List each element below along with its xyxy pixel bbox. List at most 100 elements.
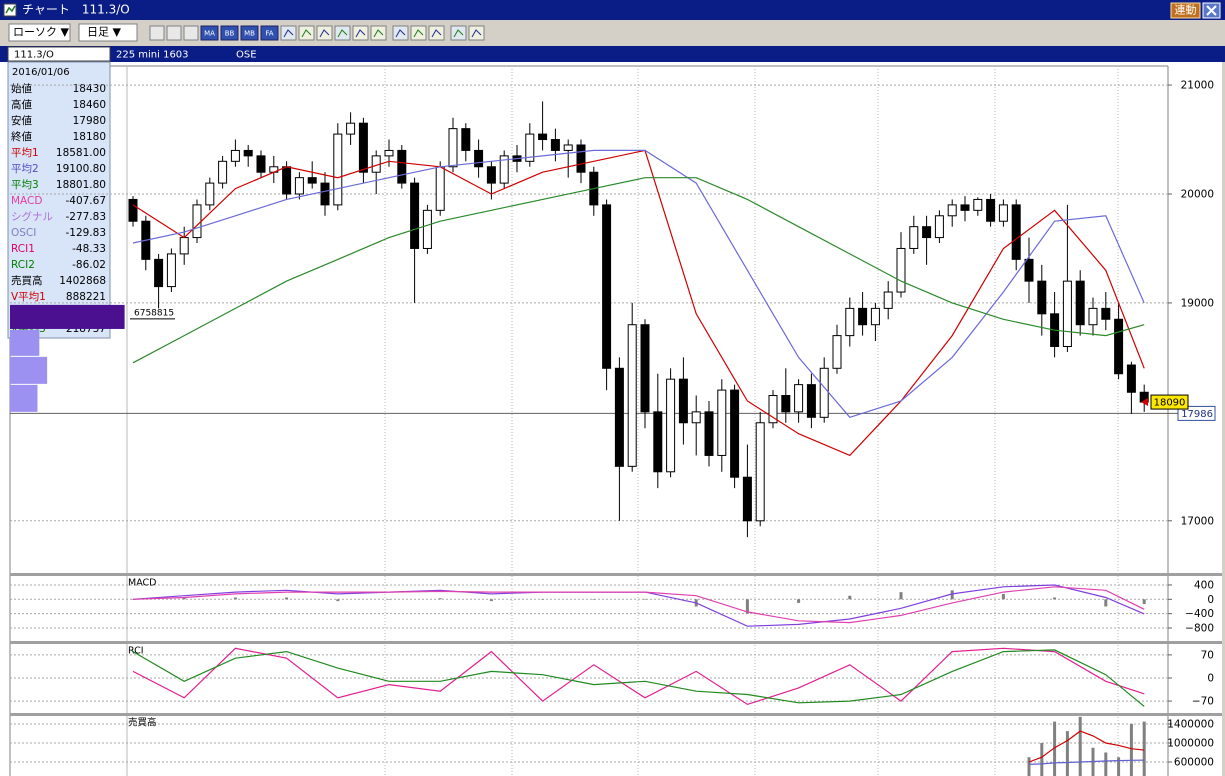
- tool-glyph[interactable]: [395, 29, 406, 38]
- osci-bar: [541, 599, 545, 600]
- candle-body: [218, 160, 228, 184]
- tool-button[interactable]: [260, 25, 279, 41]
- osci-bar: [1001, 593, 1005, 600]
- tool-button[interactable]: [468, 25, 485, 41]
- y-tick-label: 21000: [1181, 80, 1214, 92]
- tool-label[interactable]: MB: [244, 30, 255, 38]
- osci-bar: [643, 599, 647, 600]
- candle-body: [397, 149, 407, 184]
- tool-glyph[interactable]: [319, 29, 330, 38]
- link-button-label[interactable]: 連動: [1175, 3, 1197, 17]
- indicator-line: [1028, 759, 1145, 765]
- tool-glyph[interactable]: [301, 29, 312, 38]
- info-value: 17980: [73, 115, 106, 127]
- candle-body: [474, 149, 484, 168]
- candle-body: [986, 198, 996, 222]
- tool-glyph[interactable]: [283, 29, 294, 38]
- tool-glyph[interactable]: [337, 29, 348, 38]
- candle-body: [934, 215, 944, 239]
- tool-button[interactable]: [183, 25, 199, 41]
- candle-body: [550, 139, 560, 151]
- tool-glyph[interactable]: [453, 29, 464, 38]
- tool-button[interactable]: [298, 25, 315, 41]
- candle-body: [166, 253, 176, 288]
- period-dropdown[interactable]: [78, 23, 138, 42]
- tool-button[interactable]: [200, 25, 219, 41]
- tool-button[interactable]: [392, 25, 409, 41]
- candle-body: [1062, 280, 1072, 348]
- candle-body: [717, 389, 727, 456]
- tool-button[interactable]: [428, 25, 445, 41]
- candle-body: [781, 395, 791, 413]
- tool-button[interactable]: [240, 25, 259, 41]
- osci-bar: [899, 592, 903, 600]
- last-price-label: 18090: [1154, 398, 1186, 409]
- tool-button[interactable]: [166, 25, 182, 41]
- info-value: 18801.80: [56, 179, 106, 191]
- candle-body: [973, 198, 983, 211]
- tool-button[interactable]: [316, 25, 333, 41]
- tool-button[interactable]: [220, 25, 239, 41]
- close-icon[interactable]: [1206, 5, 1217, 16]
- y-tick-label: 1000000: [1167, 737, 1214, 749]
- tool-button[interactable]: [450, 25, 467, 41]
- info-value: -48.33: [72, 243, 106, 255]
- osci-bar: [950, 590, 954, 600]
- osci-bar: [182, 597, 186, 600]
- tool-button[interactable]: [352, 25, 369, 41]
- link-button[interactable]: [1170, 2, 1201, 19]
- tool-label[interactable]: BB: [225, 30, 235, 38]
- candle-body: [845, 307, 855, 337]
- tool-label[interactable]: MA: [204, 30, 215, 38]
- tool-button[interactable]: [149, 25, 165, 41]
- tool-button[interactable]: [334, 25, 351, 41]
- info-label: 平均1: [11, 146, 39, 159]
- tool-button[interactable]: [370, 25, 387, 41]
- tool-glyph[interactable]: [373, 29, 384, 38]
- candle-body: [1075, 280, 1085, 326]
- info-label: 始値: [11, 82, 32, 95]
- tool-button[interactable]: [410, 25, 427, 41]
- tool-icons: MA BB MB FA: [149, 25, 485, 41]
- candle-body: [154, 258, 164, 288]
- osci-bar: [336, 599, 340, 602]
- chart-type-dropdown[interactable]: [8, 23, 71, 42]
- candle-body: [947, 204, 957, 217]
- candle-body: [320, 182, 330, 206]
- candle-body: [627, 324, 637, 467]
- y-tick-label: 400: [1194, 579, 1214, 591]
- period-label[interactable]: 日足 ▼: [87, 26, 121, 39]
- osci-bar: [848, 595, 852, 600]
- info-value: -407.67: [65, 195, 106, 207]
- y-tick-label: 600000: [1174, 756, 1214, 768]
- indicator-line: [132, 647, 1145, 706]
- candle-body: [666, 378, 676, 473]
- panel-separator: [10, 573, 1222, 576]
- info-value: -277.83: [65, 211, 106, 223]
- chart-type-label[interactable]: ローソク ▼: [13, 26, 69, 39]
- volume-profile-bar: [10, 304, 125, 329]
- tool-button[interactable]: [280, 25, 297, 41]
- candle-body: [960, 204, 970, 211]
- candle-body: [704, 411, 714, 456]
- info-label: 平均2: [11, 162, 39, 175]
- info-label: RCI1: [11, 243, 35, 255]
- candle-body: [691, 411, 701, 424]
- tool-glyph[interactable]: [413, 29, 424, 38]
- panel-title: MACD: [128, 578, 156, 589]
- osci-bar: [745, 599, 749, 614]
- tool-label[interactable]: FA: [265, 30, 273, 38]
- candle-body: [1037, 280, 1047, 315]
- symbol-box: [7, 46, 111, 62]
- panel-title: RCI: [128, 646, 144, 657]
- tool-glyph[interactable]: [431, 29, 442, 38]
- tool-glyph[interactable]: [471, 29, 482, 38]
- candle-body: [1126, 364, 1136, 393]
- info-label: 終値: [11, 130, 32, 143]
- y-tick-label: 20000: [1181, 188, 1214, 200]
- candle-body: [333, 133, 343, 206]
- candle-body: [410, 182, 420, 249]
- tool-glyph[interactable]: [355, 29, 366, 38]
- volume-profile-bar: [10, 356, 48, 384]
